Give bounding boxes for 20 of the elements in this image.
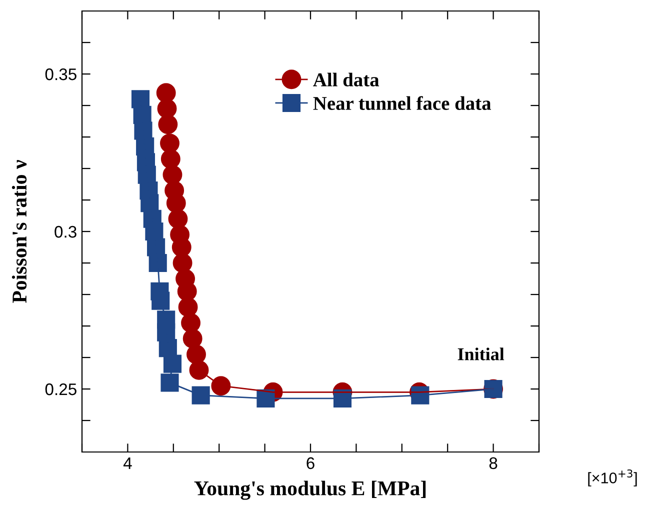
y-tick-label: 0.35	[45, 68, 76, 80]
annotation: Initial	[458, 348, 504, 360]
x-tick-label: 6	[306, 457, 314, 470]
y-tick-label: 0.25	[45, 383, 76, 396]
x-tick-label: 8	[489, 457, 498, 470]
text: [×10$^{+3}$]	[588, 469, 637, 486]
legend-label: All data	[313, 72, 380, 86]
point	[152, 292, 170, 310]
point	[189, 360, 209, 380]
point	[160, 374, 179, 392]
point	[148, 254, 167, 272]
point	[211, 376, 231, 396]
y-axis-title: Poisson's ratio ν	[12, 160, 27, 303]
point	[158, 114, 178, 134]
y-tick-label: 0.3	[54, 226, 76, 238]
x-axis-title: Young's modulus E [MPa]	[194, 480, 426, 500]
legend-label: Near tunnel face data	[313, 96, 492, 110]
point	[163, 354, 182, 373]
x-tick-label: 4	[123, 457, 132, 469]
point	[192, 386, 210, 404]
